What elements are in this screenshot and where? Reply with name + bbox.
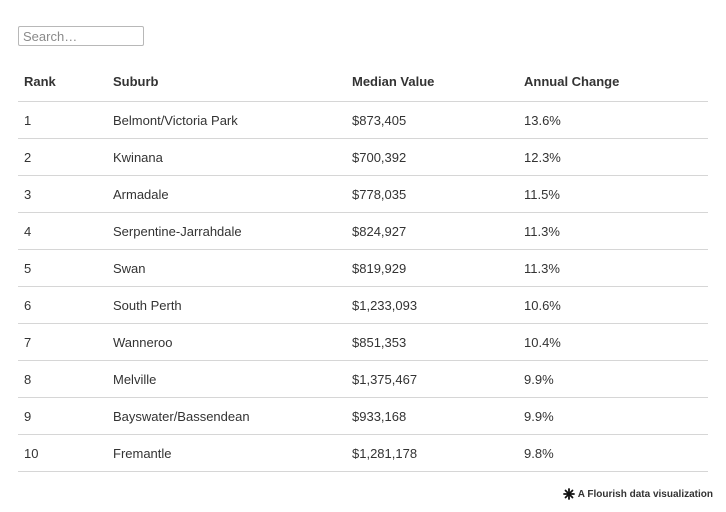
suburb-cell: Swan [107, 249, 346, 287]
annual-change-cell: 10.6% [518, 286, 708, 324]
table-row: 6 South Perth $1,233,093 10.6% [18, 286, 708, 324]
suburb-cell: Melville [107, 360, 346, 398]
flourish-credit-link[interactable]: A Flourish data visualization [562, 488, 713, 500]
data-table: Rank Suburb Median Value Annual Change 1… [18, 62, 708, 472]
table-header-row: Rank Suburb Median Value Annual Change [18, 62, 708, 102]
annual-change-cell: 12.3% [518, 138, 708, 176]
median-value-cell: $778,035 [346, 175, 518, 213]
annual-change-cell: 10.4% [518, 323, 708, 361]
column-header-median-value[interactable]: Median Value [346, 62, 518, 102]
column-header-rank[interactable]: Rank [18, 62, 107, 102]
table-row: 7 Wanneroo $851,353 10.4% [18, 323, 708, 361]
median-value-cell: $851,353 [346, 323, 518, 361]
median-value-cell: $1,281,178 [346, 434, 518, 472]
annual-change-cell: 9.9% [518, 360, 708, 398]
table-row: 5 Swan $819,929 11.3% [18, 249, 708, 287]
column-header-suburb[interactable]: Suburb [107, 62, 346, 102]
rank-cell: 8 [18, 360, 107, 398]
rank-cell: 1 [18, 101, 107, 139]
median-value-cell: $1,375,467 [346, 360, 518, 398]
annual-change-cell: 13.6% [518, 101, 708, 139]
rank-cell: 9 [18, 397, 107, 435]
table-row: 4 Serpentine-Jarrahdale $824,927 11.3% [18, 212, 708, 250]
suburb-cell: Serpentine-Jarrahdale [107, 212, 346, 250]
rank-cell: 3 [18, 175, 107, 213]
rank-cell: 4 [18, 212, 107, 250]
annual-change-cell: 11.3% [518, 212, 708, 250]
rank-cell: 5 [18, 249, 107, 287]
annual-change-cell: 11.3% [518, 249, 708, 287]
column-header-annual-change[interactable]: Annual Change [518, 62, 708, 102]
table-row: 2 Kwinana $700,392 12.3% [18, 138, 708, 176]
annual-change-cell: 11.5% [518, 175, 708, 213]
suburb-cell: Wanneroo [107, 323, 346, 361]
table-row: 8 Melville $1,375,467 9.9% [18, 360, 708, 398]
rank-cell: 7 [18, 323, 107, 361]
median-value-cell: $933,168 [346, 397, 518, 435]
table-row: 1 Belmont/Victoria Park $873,405 13.6% [18, 101, 708, 139]
credit-text: A Flourish data visualization [577, 488, 713, 500]
rank-cell: 10 [18, 434, 107, 472]
table-row: 9 Bayswater/Bassendean $933,168 9.9% [18, 397, 708, 435]
suburb-cell: Belmont/Victoria Park [107, 101, 346, 139]
suburb-cell: Bayswater/Bassendean [107, 397, 346, 435]
flourish-logo-icon [562, 488, 575, 500]
median-value-cell: $824,927 [346, 212, 518, 250]
table-row: 10 Fremantle $1,281,178 9.8% [18, 434, 708, 472]
rank-cell: 2 [18, 138, 107, 176]
suburb-cell: Fremantle [107, 434, 346, 472]
annual-change-cell: 9.9% [518, 397, 708, 435]
annual-change-cell: 9.8% [518, 434, 708, 472]
rank-cell: 6 [18, 286, 107, 324]
table-row: 3 Armadale $778,035 11.5% [18, 175, 708, 213]
search-input[interactable] [18, 26, 144, 46]
median-value-cell: $1,233,093 [346, 286, 518, 324]
suburb-cell: Armadale [107, 175, 346, 213]
median-value-cell: $700,392 [346, 138, 518, 176]
suburb-cell: South Perth [107, 286, 346, 324]
median-value-cell: $819,929 [346, 249, 518, 287]
median-value-cell: $873,405 [346, 101, 518, 139]
suburb-cell: Kwinana [107, 138, 346, 176]
